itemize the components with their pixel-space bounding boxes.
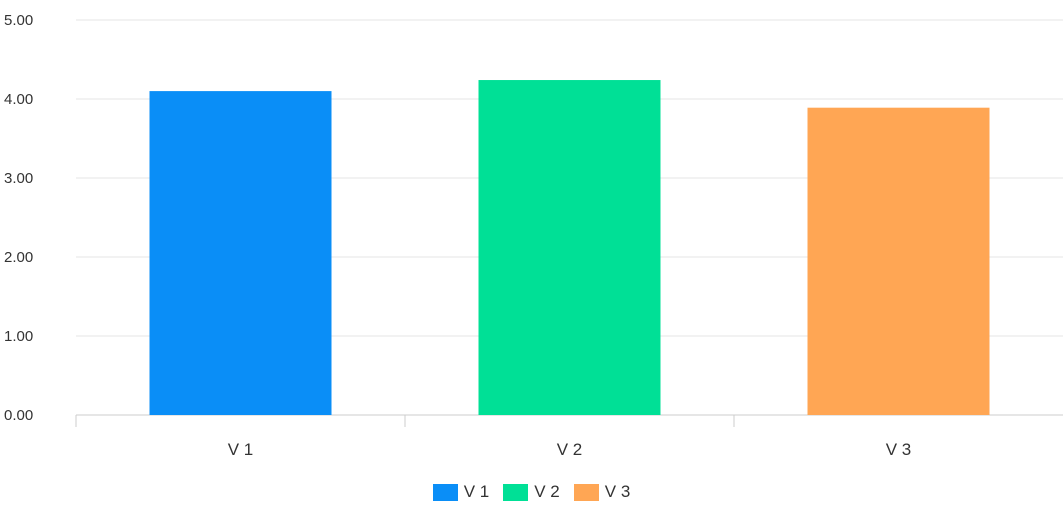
x-axis bbox=[75, 415, 735, 427]
y-tick-label: 0.00 bbox=[4, 407, 33, 424]
legend-label-v2: V 2 bbox=[534, 482, 560, 501]
y-tick-label: 1.00 bbox=[4, 328, 33, 345]
x-axis-labels: V 1 V 2 V 3 bbox=[228, 440, 912, 459]
bar-3[interactable] bbox=[807, 107, 990, 415]
legend-swatch-v3 bbox=[573, 483, 599, 501]
y-tick-label: 3.00 bbox=[4, 170, 33, 187]
x-tick-label: V 1 bbox=[228, 440, 254, 459]
bar-chart: 0.00 1.00 2.00 3.00 4.00 5.00 V 1 V 2 V 3 bbox=[4, 12, 1063, 459]
legend-swatch-v1 bbox=[432, 483, 458, 501]
legend-label-v3: V 3 bbox=[604, 482, 631, 501]
legend: V 1 V 2 V 3 bbox=[0, 482, 1063, 502]
legend-item-v1[interactable]: V 1 bbox=[432, 482, 490, 502]
bar-1[interactable] bbox=[149, 91, 332, 415]
x-tick-label: V 3 bbox=[886, 440, 912, 459]
legend-item-v2[interactable]: V 2 bbox=[503, 482, 560, 502]
y-axis-ticks: 0.00 1.00 2.00 3.00 4.00 5.00 bbox=[4, 12, 33, 424]
y-tick-label: 2.00 bbox=[4, 249, 33, 266]
y-tick-label: 4.00 bbox=[4, 91, 33, 108]
x-tick-label: V 2 bbox=[557, 440, 583, 459]
legend-label-v1: V 1 bbox=[463, 482, 490, 501]
bars bbox=[149, 80, 990, 415]
bar-2[interactable] bbox=[478, 80, 661, 415]
legend-swatch-v2 bbox=[503, 483, 529, 501]
legend-item-v3[interactable]: V 3 bbox=[573, 482, 631, 502]
y-tick-label: 5.00 bbox=[4, 12, 33, 29]
